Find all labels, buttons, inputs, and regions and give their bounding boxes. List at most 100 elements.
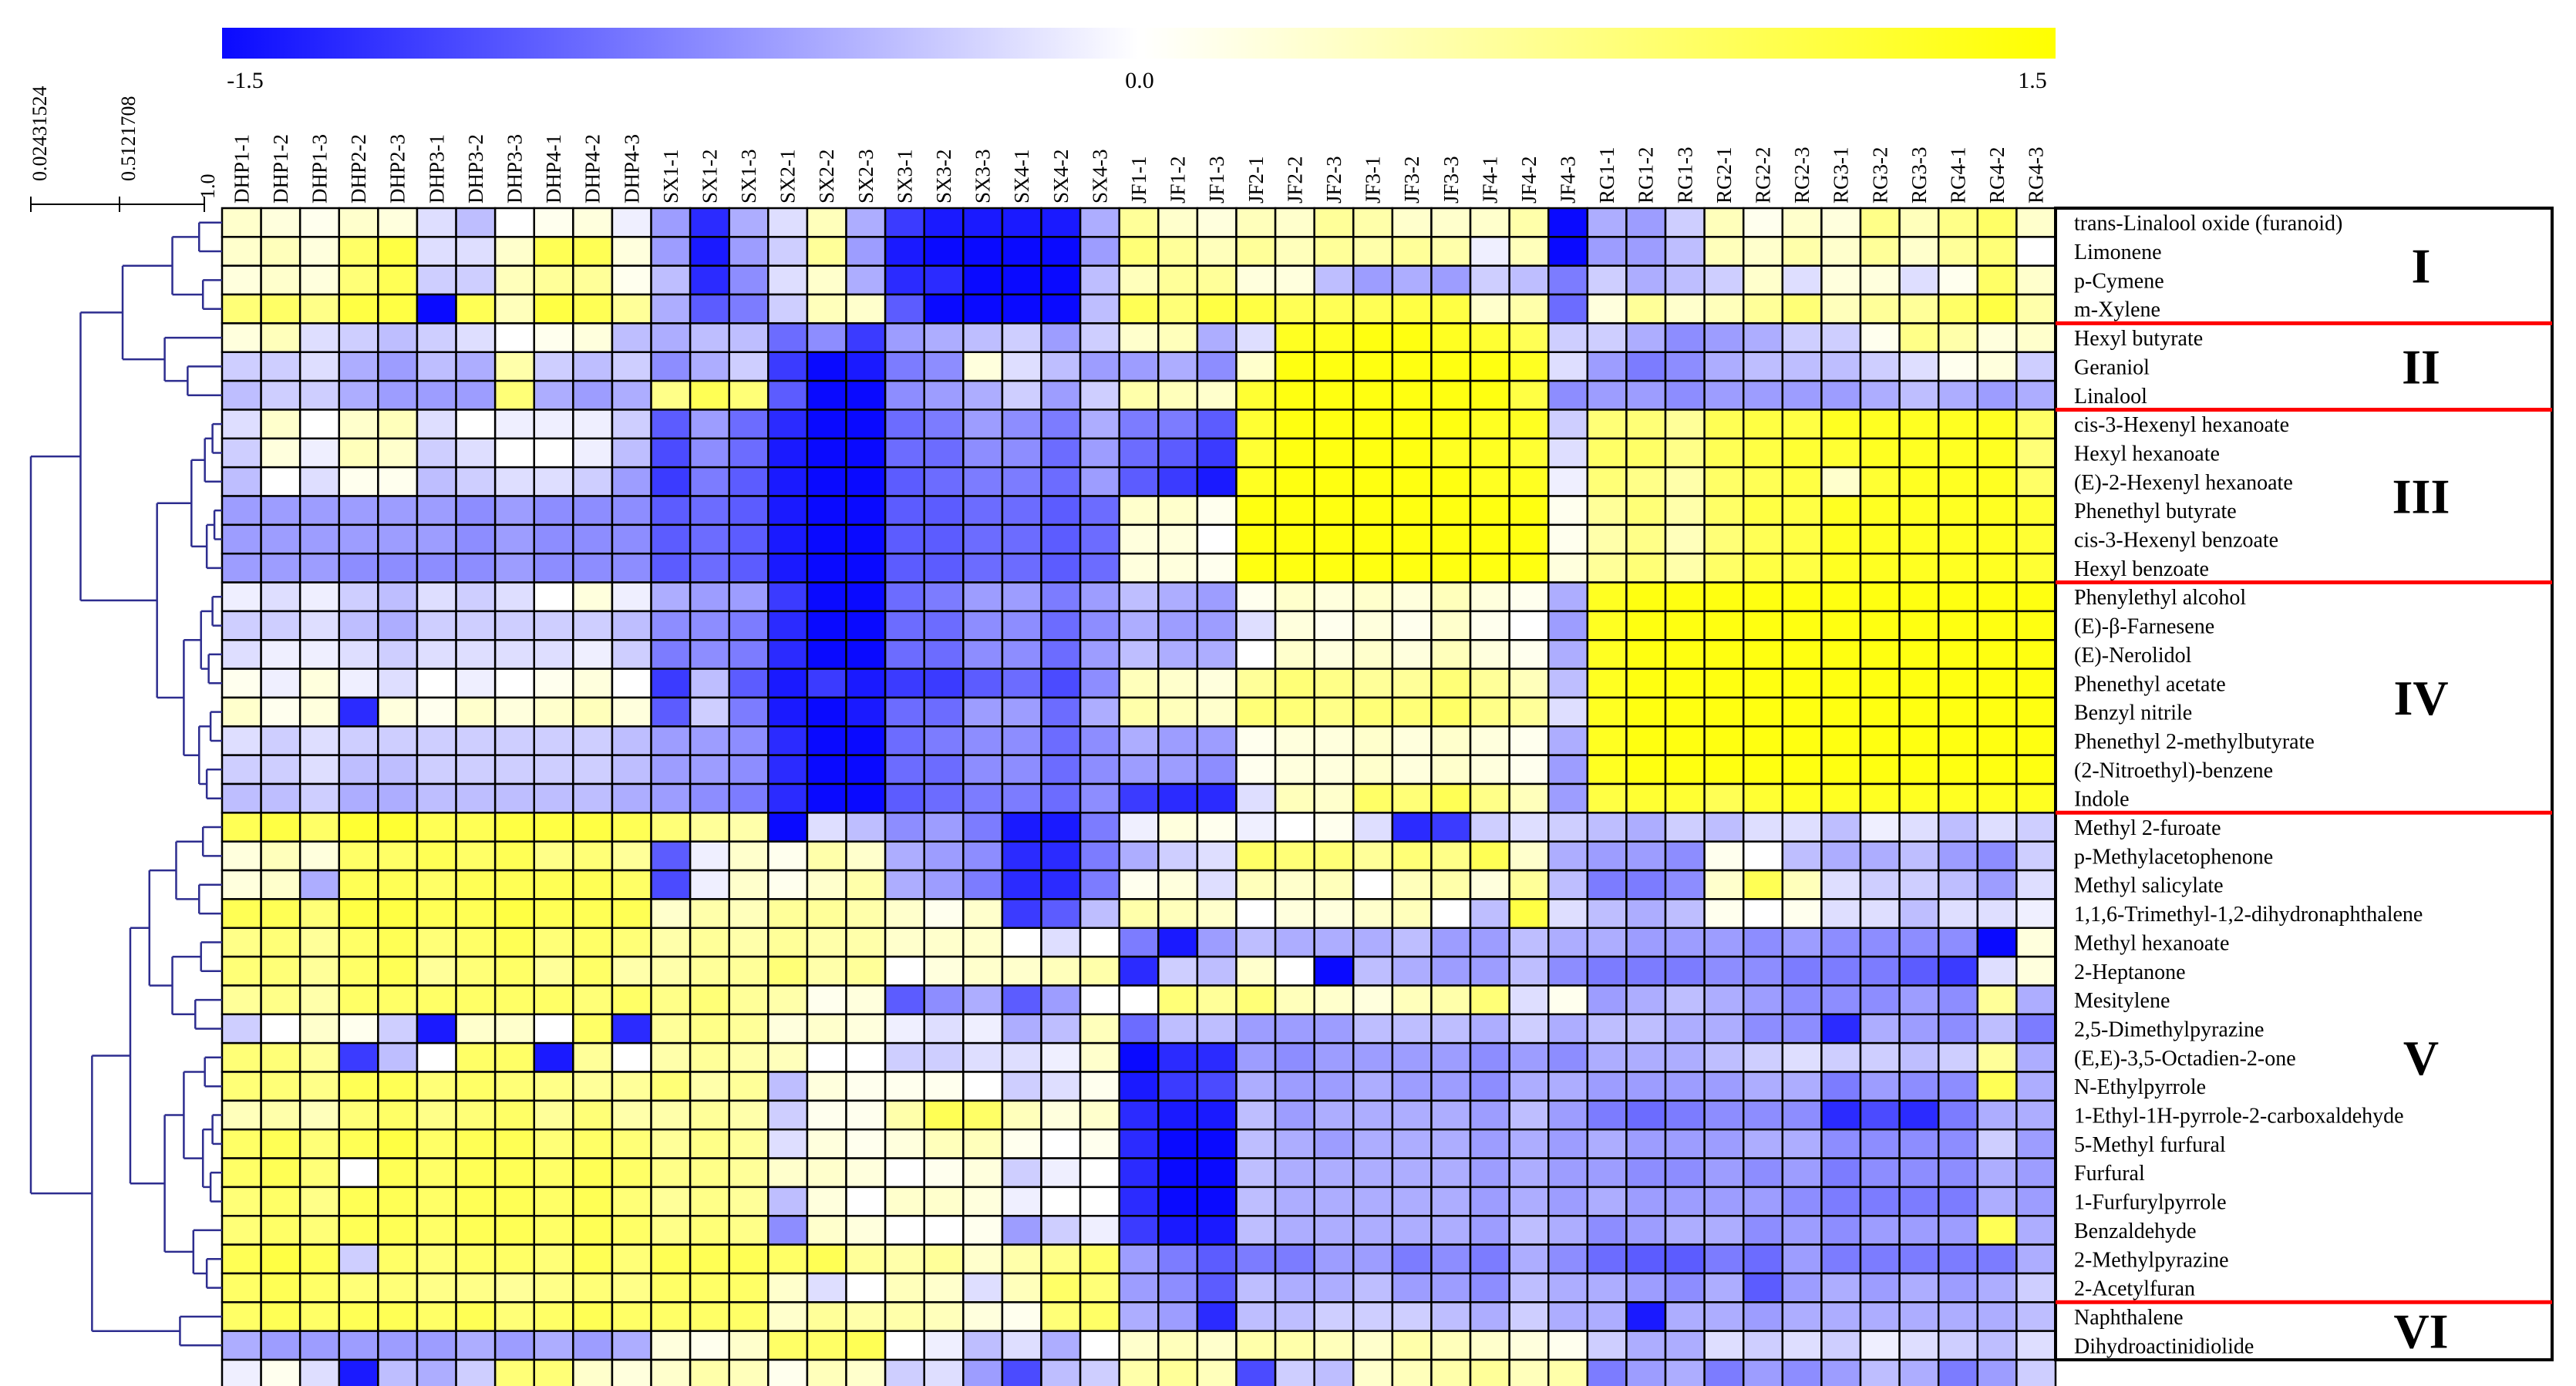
heatmap-cell xyxy=(1859,927,1901,958)
heatmap-cell xyxy=(728,1013,769,1045)
heatmap-cell xyxy=(1586,322,1628,353)
heatmap-cell xyxy=(1274,1157,1315,1189)
heatmap-cell xyxy=(1508,754,1550,786)
heatmap-cell xyxy=(611,869,652,900)
heatmap-cell xyxy=(338,351,379,382)
heatmap-cell xyxy=(845,840,887,872)
heatmap-cell xyxy=(572,351,614,382)
heatmap-cell xyxy=(1274,351,1315,382)
heatmap-cell xyxy=(455,264,497,296)
heatmap-cell xyxy=(1976,668,2018,699)
heatmap-cell xyxy=(1430,1301,1472,1332)
heatmap-cell xyxy=(1898,379,1940,411)
heatmap-cell xyxy=(1118,409,1160,440)
heatmap-cell xyxy=(1625,1128,1667,1159)
heatmap-cell xyxy=(416,1243,457,1275)
heatmap-cell xyxy=(1313,984,1355,1016)
heatmap-cell xyxy=(923,409,965,440)
heatmap-cell xyxy=(962,782,1004,814)
heatmap-cell xyxy=(767,495,809,526)
heatmap-cell xyxy=(377,1330,419,1361)
heatmap-cell xyxy=(1664,207,1706,238)
heatmap-cell xyxy=(493,1157,536,1189)
heatmap-cell xyxy=(377,840,419,872)
heatmap-cell xyxy=(1079,1215,1120,1246)
heatmap-cell xyxy=(650,725,692,756)
heatmap-cell xyxy=(1976,293,2018,325)
heatmap-cell xyxy=(1118,1041,1160,1073)
heatmap-cell xyxy=(1820,1358,1862,1386)
heatmap-cell xyxy=(1079,812,1120,843)
heatmap-cell xyxy=(611,466,652,497)
heatmap-cell xyxy=(416,1215,457,1246)
heatmap-cell xyxy=(1625,1013,1667,1045)
heatmap-cell xyxy=(1742,207,1784,238)
heatmap-cell xyxy=(298,696,341,728)
heatmap-cell xyxy=(1703,984,1745,1016)
heatmap-cell xyxy=(1586,552,1628,584)
heatmap-cell xyxy=(1274,1243,1315,1275)
heatmap-cell xyxy=(1079,293,1120,325)
heatmap-cell xyxy=(416,523,457,555)
heatmap-cell xyxy=(1040,840,1082,872)
heatmap-cell xyxy=(1196,812,1237,843)
heatmap-cell xyxy=(1040,466,1082,497)
column-label: JF4-3 xyxy=(1557,156,1580,204)
heatmap-cell xyxy=(455,379,497,411)
heatmap-cell xyxy=(298,264,341,296)
heatmap-cell xyxy=(1547,1272,1589,1304)
heatmap-cell xyxy=(1352,293,1394,325)
heatmap-cell xyxy=(1664,523,1706,555)
heatmap-cell xyxy=(1313,1272,1355,1304)
heatmap-cell xyxy=(1508,1215,1550,1246)
heatmap-cell xyxy=(1391,1071,1433,1102)
heatmap-cell xyxy=(884,523,925,555)
heatmap-cell xyxy=(1430,1272,1472,1304)
heatmap-cell xyxy=(221,840,262,872)
heatmap-cell xyxy=(572,437,614,469)
heatmap-cell xyxy=(338,639,379,670)
heatmap-cell xyxy=(1742,1128,1784,1159)
column-label: RG2-2 xyxy=(1752,147,1775,204)
group-label: III xyxy=(2392,469,2450,524)
heatmap-cell xyxy=(338,552,379,584)
heatmap-cell xyxy=(806,1013,847,1045)
heatmap-cell xyxy=(611,264,652,296)
heatmap-cell xyxy=(533,840,574,872)
heatmap-cell xyxy=(221,1272,262,1304)
heatmap-cell xyxy=(1859,466,1901,497)
heatmap-cell xyxy=(806,1071,847,1102)
heatmap-cell xyxy=(1820,1128,1862,1159)
heatmap-cell xyxy=(1430,466,1472,497)
heatmap-cell xyxy=(1937,927,1979,958)
heatmap-cell xyxy=(962,322,1004,353)
heatmap-cell xyxy=(1274,379,1315,411)
heatmap-cell xyxy=(455,1215,497,1246)
heatmap-cell xyxy=(221,984,262,1016)
heatmap-cell xyxy=(1079,351,1120,382)
heatmap-cell xyxy=(298,840,341,872)
heatmap-cell xyxy=(1001,1099,1042,1131)
heatmap-cell xyxy=(1625,1157,1667,1189)
heatmap-cell xyxy=(455,696,497,728)
heatmap-cell xyxy=(572,1301,614,1332)
heatmap-cell xyxy=(884,869,925,900)
heatmap-cell xyxy=(962,466,1004,497)
heatmap-cell xyxy=(1196,409,1237,440)
heatmap-cell xyxy=(1937,725,1979,756)
heatmap-cell xyxy=(884,466,925,497)
heatmap-cell xyxy=(923,927,965,958)
heatmap-cell xyxy=(1430,322,1472,353)
heatmap-cell xyxy=(260,639,301,670)
heatmap-cell xyxy=(923,869,965,900)
heatmap-cell xyxy=(2015,782,2057,814)
heatmap-cell xyxy=(1781,754,1823,786)
heatmap-cell xyxy=(1079,927,1120,958)
dendrogram-scale-label-a: 0.02431524 xyxy=(29,86,51,182)
heatmap-cell xyxy=(1625,523,1667,555)
heatmap-cell xyxy=(962,696,1004,728)
heatmap-cell xyxy=(1742,236,1784,267)
heatmap-cell xyxy=(1157,1099,1199,1131)
heatmap-cell xyxy=(1625,754,1667,786)
heatmap-cell xyxy=(1664,696,1706,728)
